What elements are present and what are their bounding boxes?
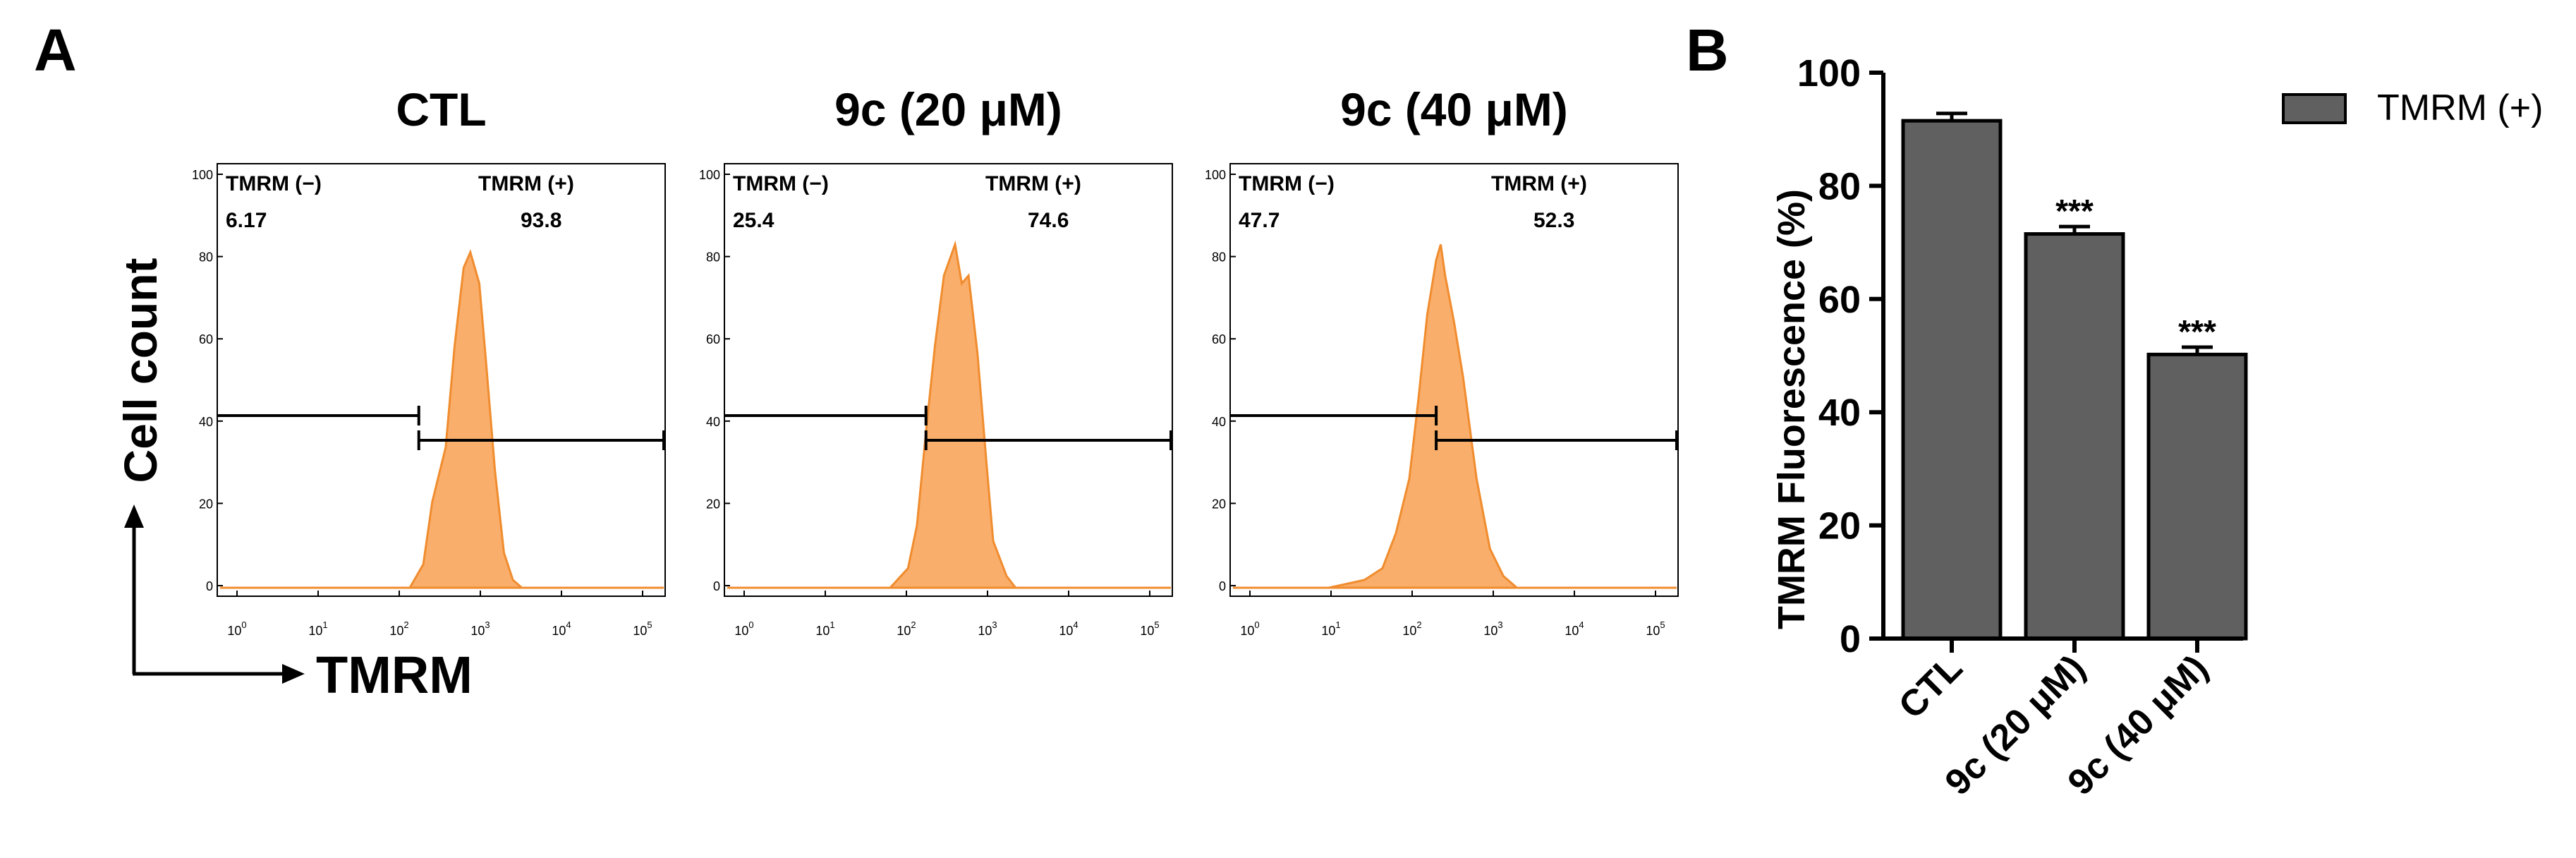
significance-label: *** [2178,313,2216,350]
y-tick-label: 60 [706,332,720,346]
bar-y-axis-label: TMRM Fluorescence (%) [1770,189,1813,629]
gate-positive-percent: 74.6 [1028,209,1069,232]
y-tick-label: 20 [1818,505,1861,548]
x-tick-label: 103 [978,620,997,638]
y-tick-label: 100 [192,168,213,182]
y-tick-label: 60 [1212,332,1226,346]
y-tick-label: 0 [206,579,213,593]
panel-label-b: B [1686,17,1729,83]
bar [1901,119,2003,641]
gate-negative-label: TMRM (−) [1239,172,1335,195]
histogram-panel-3: 9c (40 μM) 100 80 60 40 20 0 100 101 102 103 104 105… [1205,83,1679,638]
histogram-frame [1229,163,1679,597]
x-axis-arrowhead [282,664,305,684]
histogram-frame [724,163,1173,597]
bar-series: *** *** [1901,111,2248,641]
tmrm-axis-label: TMRM [316,646,473,704]
x-tick-label: 100 [1240,620,1259,638]
legend-label: TMRM (+) [2377,87,2543,128]
histogram-panel-1: CTL 100 80 60 40 20 0 100 101 102 103 104 105 TMRM (−… [192,83,666,638]
y-tick-label: 80 [706,250,720,265]
x-tick-label: 104 [552,620,571,638]
y-tick-label: 40 [706,415,720,429]
bar-y-axis: 0 20 40 60 80 100 [1797,52,1885,660]
histogram-distribution [727,240,1171,589]
panel-label-a: A [34,17,77,83]
gate-positive-label: TMRM (+) [478,172,574,195]
y-tick-label: 0 [713,579,720,593]
y-tick-label: 80 [1818,165,1861,207]
x-tick-label: 101 [1321,620,1340,638]
flow-axis-indicator: Cell count TMRM [114,258,473,704]
gate-positive-label: TMRM (+) [985,172,1081,195]
y-tick-label: 40 [199,415,213,429]
gate-negative-label: TMRM (−) [226,172,322,195]
gate-negative-percent: 47.7 [1239,209,1280,232]
y-tick-label: 40 [1212,415,1226,429]
y-axis-arrowhead [124,504,144,528]
x-tick-label: 104 [1565,620,1584,638]
gate-positive-percent: 52.3 [1533,209,1574,232]
y-tick-label: 20 [1212,497,1226,511]
histogram-distribution [220,248,664,589]
y-tick-label: 20 [706,497,720,511]
x-tick-label: 105 [1646,620,1665,638]
x-tick-label: 101 [815,620,834,638]
cell-count-label: Cell count [114,258,166,483]
histogram-panel-2: 9c (20 μM) 100 80 60 40 20 0 100 101 102 103 104 105… [699,83,1173,638]
x-tick-label: 102 [1402,620,1421,638]
histogram-title: 9c (40 μM) [1340,83,1568,135]
y-tick-label: 80 [199,250,213,265]
y-tick-label: 100 [1797,52,1861,95]
x-tick-label: 101 [308,620,327,638]
bar [2146,352,2248,641]
gate-negative-percent: 25.4 [733,209,774,232]
x-tick-label: 102 [389,620,408,638]
legend: TMRM (+) [2282,87,2543,128]
significance-label: *** [2055,193,2094,229]
x-tick-label: 100 [227,620,246,638]
histogram-distribution [1233,243,1677,589]
x-tick-label: 103 [1483,620,1502,638]
x-tick-label: 100 [734,620,753,638]
x-tick-label: 105 [633,620,652,638]
y-tick-label: 100 [1205,168,1226,182]
gate-negative-label: TMRM (−) [733,172,829,195]
histogram-title: 9c (20 μM) [834,83,1062,135]
y-tick-label: 0 [1219,579,1226,593]
gate-positive-label: TMRM (+) [1491,172,1587,195]
flow-cytometry-panel: CTL 100 80 60 40 20 0 100 101 102 103 104 105 TMRM (−… [192,83,1679,638]
y-tick-label: 60 [199,332,213,346]
x-tick-label: 104 [1059,620,1078,638]
gate-positive-percent: 93.8 [521,209,561,232]
gate-negative-percent: 6.17 [226,209,267,232]
x-tick-label: 105 [1140,620,1159,638]
x-tick-label: CTL [1891,647,1970,726]
y-tick-label: 60 [1818,279,1861,321]
y-tick-label: 100 [699,168,720,182]
y-tick-label: 20 [199,497,213,511]
bar [2024,232,2125,641]
histogram-title: CTL [396,83,486,135]
x-tick-label: 102 [897,620,916,638]
y-tick-label: 0 [1840,618,1861,660]
y-tick-label: 80 [1212,250,1226,265]
legend-swatch [2282,93,2347,124]
histogram-frame [217,163,666,597]
y-tick-label: 40 [1818,392,1861,434]
x-tick-label: 103 [470,620,490,638]
